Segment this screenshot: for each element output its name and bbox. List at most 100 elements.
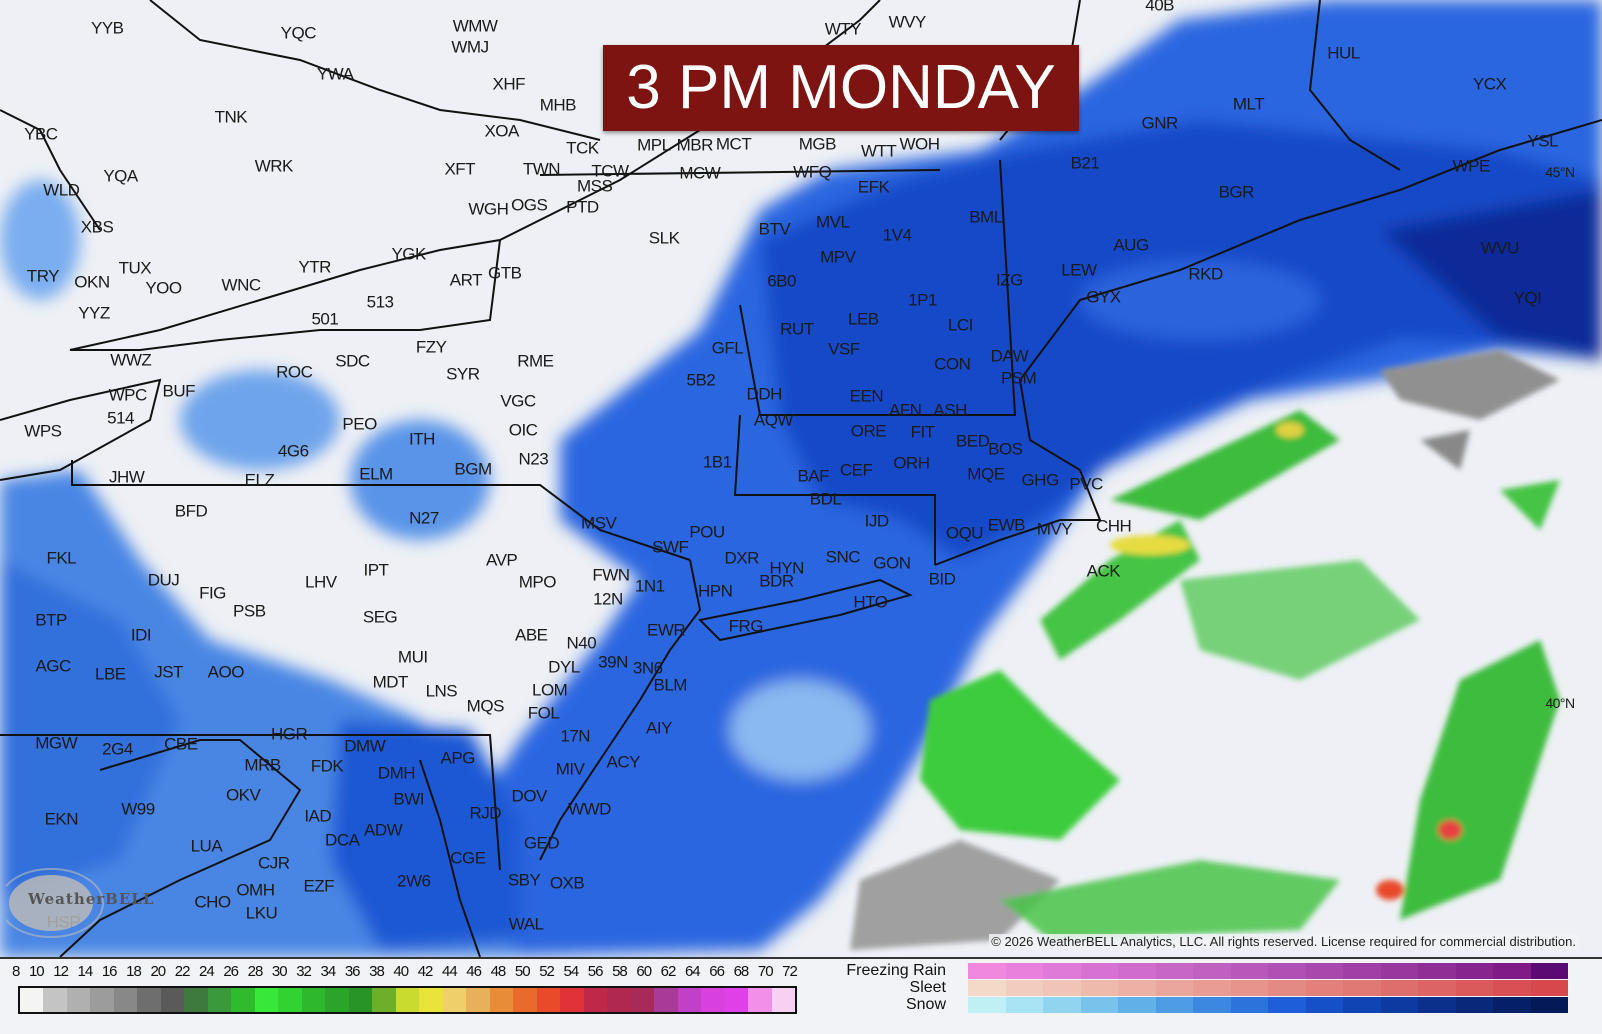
station-label: FRG	[728, 616, 764, 636]
station-label: XOA	[484, 121, 519, 141]
station-label: 4G6	[277, 441, 309, 461]
station-label: ACK	[1086, 561, 1121, 581]
station-label: WAL	[508, 914, 544, 934]
rain-legend-swatch	[489, 988, 514, 1012]
station-label: ORE	[850, 421, 887, 441]
rain-legend-swatch	[748, 988, 772, 1012]
station-label: 1V4	[882, 225, 912, 245]
rain-legend-swatch	[137, 988, 161, 1012]
ptype-label: Freezing Rain	[846, 961, 946, 979]
vt-nh-ma	[739, 159, 1017, 416]
va-wv-border	[59, 739, 302, 957]
station-label: DCA	[325, 830, 360, 850]
station-label: ASH	[933, 400, 967, 420]
rain-legend-tick: 68	[733, 963, 750, 980]
ptype-legend-swatch	[1118, 996, 1156, 1013]
rain-legend-tick: 26	[223, 963, 239, 980]
station-label: RKD	[1188, 264, 1223, 284]
station-label: DMW	[344, 736, 386, 756]
station-label: YSL	[1527, 131, 1559, 151]
ptype-legend-swatch	[1493, 962, 1531, 979]
rain-legend-swatch	[90, 988, 114, 1012]
station-label: PSM	[1000, 368, 1037, 388]
rain-legend-tick: 46	[466, 963, 482, 980]
ct-ri	[733, 414, 936, 565]
rain-legend-tick: 60	[636, 963, 652, 980]
lat-label-45n: 45°N	[1545, 164, 1575, 180]
station-label: VSF	[828, 339, 860, 359]
station-label: BGM	[454, 459, 492, 479]
station-label: SBY	[507, 870, 541, 890]
ptype-legend-swatch	[1080, 962, 1118, 979]
logo-text: WeatherBELL	[28, 890, 155, 908]
station-label: MPL	[637, 135, 671, 155]
rain-legend-tick: 66	[709, 963, 725, 980]
ptype-legend-swatch	[1155, 962, 1193, 979]
station-label: PSB	[233, 601, 266, 621]
station-label: LOM	[531, 680, 568, 700]
lat-label-40n: 40°N	[1545, 695, 1575, 711]
freezing-rain-colorbar	[968, 962, 1568, 979]
station-label: ABE	[515, 625, 548, 645]
station-label: WPS	[24, 421, 62, 441]
ptype-legend-swatch	[1530, 962, 1568, 979]
station-label: TRY	[26, 266, 60, 286]
station-label: DAW	[990, 346, 1029, 366]
station-label: MUI	[397, 647, 428, 667]
rain-legend-tick: 40	[393, 963, 409, 980]
station-label: FDK	[310, 756, 344, 776]
station-label: MPV	[820, 247, 856, 267]
station-label: IAD	[304, 806, 332, 826]
ptype-legend-swatch	[1493, 996, 1531, 1013]
station-label: IJD	[864, 511, 890, 531]
station-label: FIT	[910, 422, 936, 442]
station-label: BOS	[988, 439, 1023, 459]
station-label: ORH	[893, 453, 930, 473]
station-label: GON	[873, 553, 911, 573]
ptype-legend-swatch	[1118, 962, 1156, 979]
station-label: WRK	[254, 156, 294, 175]
long-island	[697, 578, 913, 642]
ptype-legend-swatch	[1193, 979, 1231, 996]
precip-type-legend: Freezing Rain Sleet Snow	[820, 962, 1600, 1013]
station-label: 39N	[598, 652, 628, 672]
station-label: CEF	[839, 460, 873, 480]
station-label: FZY	[415, 337, 447, 357]
station-label: CHH	[1095, 516, 1132, 536]
station-label: YGK	[391, 244, 426, 264]
station-label: TNK	[214, 107, 248, 127]
station-label: HPN	[697, 581, 733, 601]
copyright-notice: © 2026 WeatherBELL Analytics, LLC. All r…	[989, 934, 1578, 949]
ptype-legend-swatch	[1268, 996, 1306, 1013]
station-label: GYX	[1086, 287, 1121, 307]
rain-legend-tick: 44	[442, 963, 458, 980]
sleet-colorbar	[968, 979, 1568, 996]
station-label: PEO	[342, 414, 377, 434]
station-label: FWN	[592, 565, 630, 585]
ptype-legend-swatch	[1193, 996, 1231, 1013]
station-label: OXB	[549, 873, 585, 893]
station-label: SEG	[362, 607, 398, 627]
rain-legend-swatch	[771, 988, 795, 1012]
station-label: 40B	[1145, 0, 1174, 15]
nj-coast	[539, 559, 702, 861]
station-label: AOO	[207, 662, 245, 682]
station-label: WGH	[468, 199, 509, 219]
station-label: MCT	[715, 134, 752, 154]
ptype-row-freezing-rain: Freezing Rain	[820, 962, 1600, 979]
station-label: MQS	[466, 696, 505, 716]
station-label: YWA	[316, 64, 354, 84]
station-label: YTR	[298, 257, 331, 277]
rain-legend-swatch	[677, 988, 702, 1012]
ptype-legend-swatch	[1005, 962, 1043, 979]
ocean-mixed-precip	[850, 350, 1560, 950]
rain-legend-swatch	[348, 988, 373, 1012]
ptype-legend-swatch	[1380, 979, 1418, 996]
station-label: WPE	[1452, 156, 1491, 175]
ptype-legend-swatch	[1118, 979, 1156, 996]
ptype-label: Snow	[905, 995, 946, 1013]
station-label: BGR	[1218, 182, 1255, 202]
ptype-legend-swatch	[1005, 979, 1043, 996]
station-label: ELM	[359, 464, 393, 484]
lake-ontario	[69, 238, 502, 351]
